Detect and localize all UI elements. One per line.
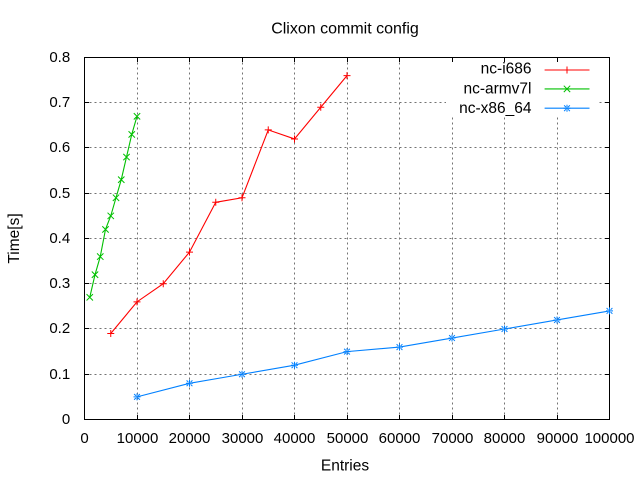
svg-text:0.2: 0.2 <box>49 320 70 337</box>
svg-text:Entries: Entries <box>321 458 369 475</box>
svg-text:nc-armv7l: nc-armv7l <box>463 81 531 98</box>
svg-text:80000: 80000 <box>484 430 526 447</box>
svg-text:0.1: 0.1 <box>49 366 70 383</box>
svg-text:0: 0 <box>62 411 70 428</box>
svg-text:0.6: 0.6 <box>49 139 70 156</box>
svg-text:20000: 20000 <box>169 430 211 447</box>
svg-text:10000: 10000 <box>117 430 159 447</box>
svg-text:Clixon commit config: Clixon commit config <box>271 21 419 38</box>
svg-text:0.5: 0.5 <box>49 185 70 202</box>
svg-text:0.4: 0.4 <box>49 230 70 247</box>
svg-text:0.7: 0.7 <box>49 94 70 111</box>
svg-text:30000: 30000 <box>222 430 264 447</box>
svg-text:90000: 90000 <box>537 430 579 447</box>
svg-text:0.3: 0.3 <box>49 275 70 292</box>
svg-text:Time[s]: Time[s] <box>6 213 23 263</box>
svg-text:0: 0 <box>80 430 88 447</box>
svg-text:50000: 50000 <box>327 430 369 447</box>
svg-text:0.8: 0.8 <box>49 49 70 66</box>
svg-text:100000: 100000 <box>584 430 634 447</box>
svg-text:60000: 60000 <box>379 430 421 447</box>
svg-text:nc-x86_64: nc-x86_64 <box>459 100 532 117</box>
svg-text:70000: 70000 <box>432 430 474 447</box>
svg-text:nc-i686: nc-i686 <box>481 61 532 78</box>
svg-text:40000: 40000 <box>274 430 316 447</box>
